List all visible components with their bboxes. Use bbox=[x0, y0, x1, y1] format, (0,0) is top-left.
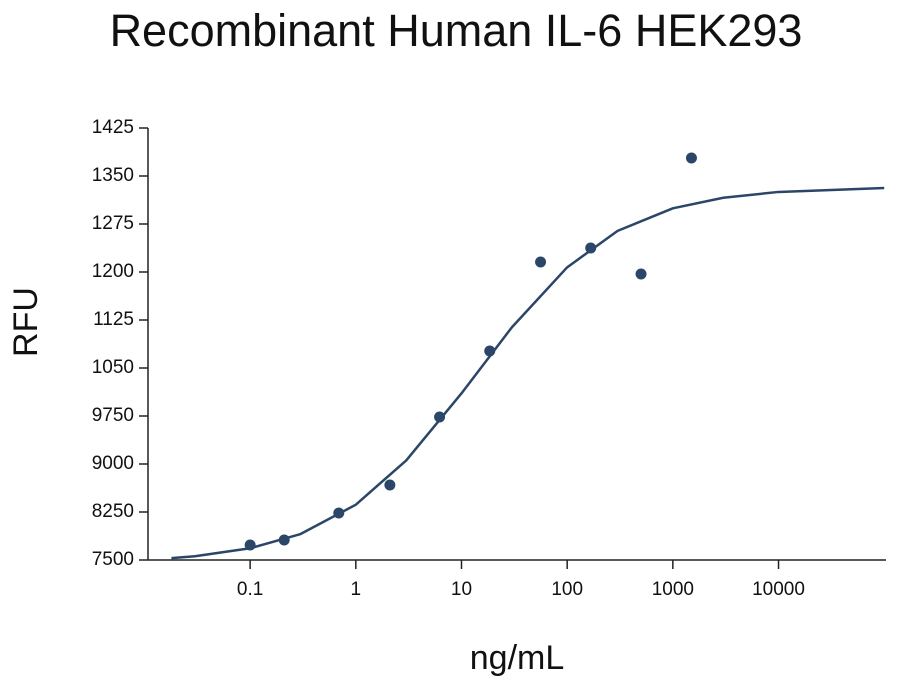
data-point bbox=[535, 256, 547, 268]
x-tick-label: 1 bbox=[351, 579, 362, 600]
data-point bbox=[434, 411, 446, 423]
data-point bbox=[635, 268, 647, 280]
y-tick-label: 1350 bbox=[92, 165, 134, 186]
x-tick-label: 10 bbox=[451, 579, 472, 600]
chart-title: Recombinant Human IL-6 HEK293 bbox=[110, 5, 803, 56]
y-tick-label: 9750 bbox=[92, 405, 134, 426]
x-tick-label: 100 bbox=[551, 579, 583, 600]
x-axis-label: ng/mL bbox=[470, 639, 565, 677]
y-tick-label: 1425 bbox=[92, 117, 134, 138]
data-point bbox=[685, 152, 697, 164]
y-tick-label: 7500 bbox=[92, 549, 134, 570]
x-tick-label: 10000 bbox=[752, 579, 805, 600]
fit-curve bbox=[171, 186, 885, 560]
y-tick-label: 1050 bbox=[92, 357, 134, 378]
y-tick-label: 1125 bbox=[93, 309, 134, 330]
y-tick-label: 1275 bbox=[92, 213, 134, 234]
y-tick-label: 8250 bbox=[92, 501, 134, 522]
x-tick-label: 1000 bbox=[652, 579, 694, 600]
y-tick-label: 9000 bbox=[92, 453, 134, 474]
y-tick-label: 1200 bbox=[92, 261, 134, 282]
x-tick-label: 0.1 bbox=[237, 579, 263, 600]
y-axis-label: RFU bbox=[7, 287, 45, 357]
data-point bbox=[384, 479, 396, 491]
